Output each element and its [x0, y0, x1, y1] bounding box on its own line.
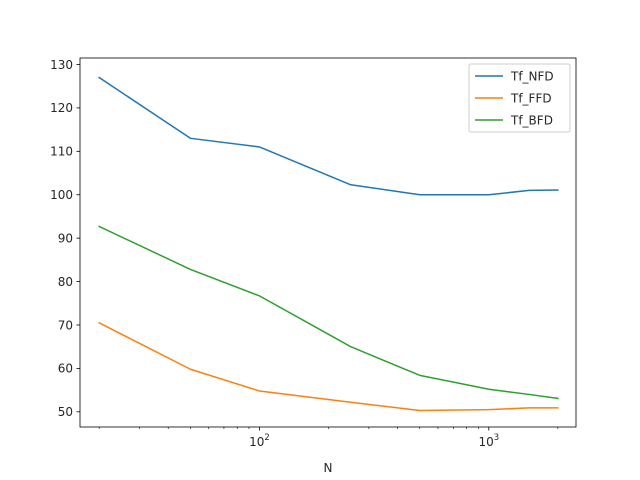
y-axis-ticks: 50 60 70 80 90 100 110 120 130 — [50, 58, 80, 419]
legend-label: Tf_NFD — [510, 70, 554, 84]
y-tick-label: 110 — [50, 145, 73, 159]
x-axis-label: N — [324, 461, 333, 475]
series-layer — [98, 76, 559, 412]
legend: Tf_NFD Tf_FFD Tf_BFD — [468, 63, 571, 133]
x-tick-label: 102 — [249, 433, 270, 449]
series-line-tf-bfd — [98, 225, 559, 400]
x-tick-label-exponent: 2 — [264, 433, 269, 443]
y-tick-label: 50 — [58, 405, 73, 419]
series-line-tf-ffd — [98, 321, 559, 412]
x-tick-label: 103 — [478, 433, 499, 449]
y-tick-label: 80 — [58, 275, 73, 289]
legend-label: Tf_BFD — [510, 114, 553, 128]
legend-box — [468, 63, 571, 133]
legend-items: Tf_NFD Tf_FFD Tf_BFD — [475, 70, 554, 128]
legend-label: Tf_FFD — [510, 92, 552, 106]
y-tick-label: 100 — [50, 188, 73, 202]
y-tick-label: 70 — [58, 318, 73, 332]
x-tick-label-base: 10 — [249, 435, 264, 449]
x-tick-label-exponent: 3 — [494, 433, 499, 443]
y-tick-label: 130 — [50, 58, 73, 72]
plot-frame — [79, 57, 577, 428]
y-tick-label: 60 — [58, 362, 73, 376]
x-axis-ticks: 102 103 — [249, 427, 499, 449]
y-tick-label: 90 — [58, 231, 73, 245]
series-line-tf-nfd — [98, 76, 559, 196]
y-tick-label: 120 — [50, 101, 73, 115]
x-tick-label-base: 10 — [478, 435, 493, 449]
